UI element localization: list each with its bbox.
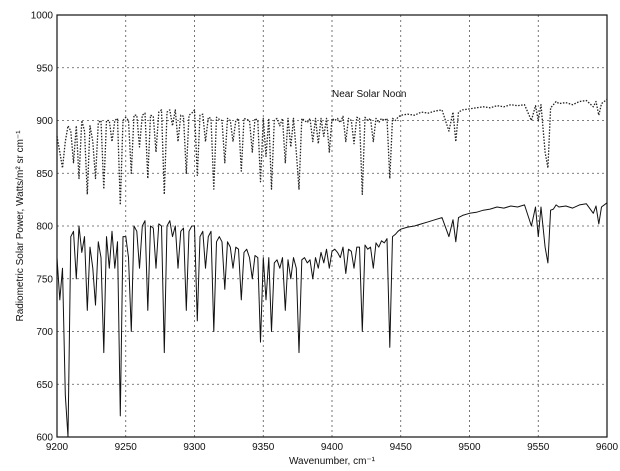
x-axis-label: Wavenumber, cm⁻¹ xyxy=(289,456,376,467)
y-tick-label: 600 xyxy=(36,433,53,444)
annotations: Near Solar Noon xyxy=(332,89,406,100)
y-tick-labels: 600 650 700 750 800 850 900 950 1000 xyxy=(31,11,54,444)
y-tick-label: 750 xyxy=(36,274,53,285)
x-tick-label: 9350 xyxy=(252,442,275,453)
x-tick-label: 9450 xyxy=(390,442,413,453)
y-tick-label: 650 xyxy=(36,380,53,391)
series-group xyxy=(56,98,608,438)
x-tick-label: 9600 xyxy=(596,442,619,453)
y-tick-label: 950 xyxy=(36,63,53,74)
plot-frame xyxy=(56,14,608,438)
y-tick-label: 900 xyxy=(36,116,53,127)
x-tick-label: 9300 xyxy=(183,442,206,453)
y-tick-label: 1000 xyxy=(31,11,54,22)
y-tick-label: 850 xyxy=(36,169,53,180)
y-axis-label: Radiometric Solar Power, Watts/m² sr cm⁻… xyxy=(15,130,26,322)
annotation-label: Near Solar Noon xyxy=(332,89,406,100)
x-tick-label: 9500 xyxy=(458,442,481,453)
x-tick-label: 9200 xyxy=(46,442,69,453)
series-line-2 xyxy=(56,202,608,438)
x-tick-label: 9550 xyxy=(527,442,550,453)
x-tick-labels: 9200 9250 9300 9350 9400 9450 9500 9550 9600 xyxy=(46,442,619,453)
grid xyxy=(57,15,607,437)
y-tick-label: 800 xyxy=(36,222,53,233)
x-tick-label: 9250 xyxy=(115,442,138,453)
x-tick-label: 9400 xyxy=(321,442,344,453)
y-tick-label: 700 xyxy=(36,327,53,338)
